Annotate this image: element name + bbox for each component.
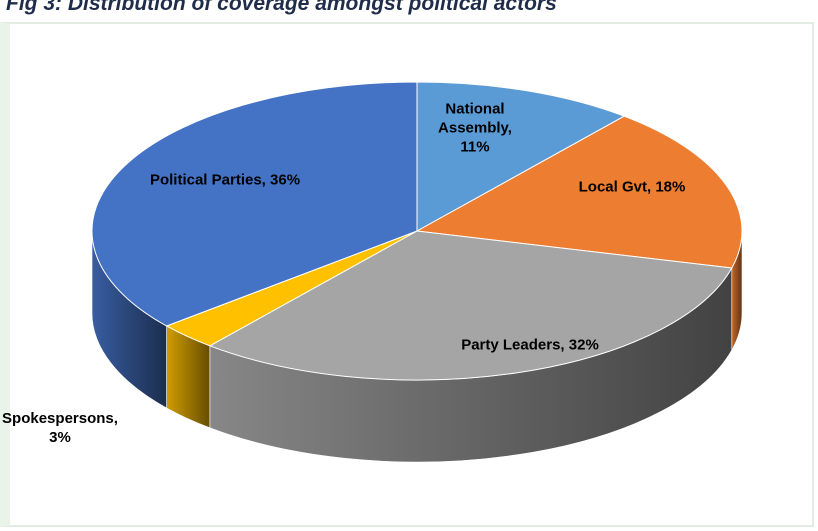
slice <box>208 230 733 381</box>
data-label: Party Leaders, 32% <box>461 336 599 354</box>
data-label: Political Parties, 36% <box>149 171 301 189</box>
slice <box>91 81 418 327</box>
slice <box>416 81 626 232</box>
data-label: Local Gvt, 18% <box>578 178 686 196</box>
slice <box>415 115 743 269</box>
data-label: Spokespersons, 3% <box>2 410 118 446</box>
data-label: National Assembly, 11% <box>438 100 512 156</box>
chart-panel <box>0 22 814 527</box>
chart-title: Fig 3: Distribution of coverage amongst … <box>6 0 557 15</box>
